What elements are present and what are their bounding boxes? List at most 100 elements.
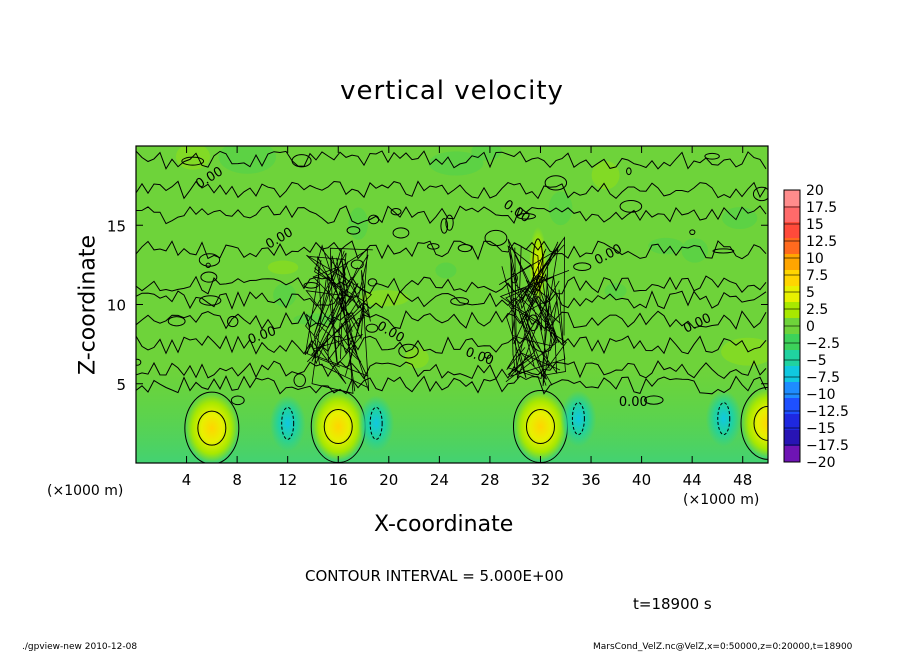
colorbar-label-11: −5: [806, 353, 827, 369]
zero-contour-line-7: [136, 310, 767, 330]
contour-blob: [136, 358, 142, 366]
x-tick-label-4: 4: [182, 471, 192, 489]
colorbar-swatch-12: [784, 366, 800, 382]
y-tick-label-10: 10: [107, 297, 126, 315]
updraft-core-3: [514, 392, 567, 461]
colorbar-swatch-8: [784, 302, 800, 318]
colorbar-label-2: 17.5: [806, 200, 837, 216]
colorbar-label-17: −20: [806, 455, 836, 471]
zero-contour-line-2: [136, 180, 767, 200]
colorbar-swatch-15: [784, 414, 800, 430]
field-patch: [293, 313, 339, 326]
contour-blob: [483, 351, 492, 359]
downdraft-contour-2: [369, 406, 383, 440]
colorbar-swatch-10: [784, 334, 800, 350]
turbulent-contours-2: [498, 236, 570, 387]
colorbar-swatch-11: [784, 350, 800, 366]
x-tick-label-8: 8: [232, 471, 242, 489]
field-patch: [721, 337, 768, 366]
contour-blob: [205, 262, 211, 269]
contour-blob: [198, 253, 221, 267]
downdraft-core-3: [560, 390, 597, 447]
y-axis-label: Z-coordinate: [75, 235, 101, 375]
field-lower-tint: [136, 367, 768, 463]
colorbar-label-14: −12.5: [806, 404, 849, 420]
contour-blob: [752, 186, 768, 202]
contour-blob: [293, 373, 306, 388]
contour-blob: [365, 323, 379, 333]
contour-blob: [167, 316, 186, 327]
field-patch: [681, 238, 708, 263]
colorbar-label-6: 7.5: [806, 268, 828, 284]
contour-blob: [712, 248, 735, 254]
contour-blob: [368, 214, 380, 225]
contour-blob: [457, 243, 473, 253]
turbulent-contours-1: [304, 244, 373, 394]
contour-blob: [626, 167, 632, 176]
contour-blob: [398, 343, 419, 359]
updraft-core-1: [185, 394, 238, 463]
x-unit-label-right: (×1000 m): [683, 492, 760, 508]
contour-blob: [392, 227, 410, 239]
colorbar-label-3: 15: [806, 217, 824, 233]
colorbar-label-16: −17.5: [806, 438, 849, 454]
field-patch: [267, 260, 299, 275]
contour-blob: [199, 295, 222, 306]
colorbar-swatch-1: [784, 190, 800, 206]
zero-contour-line-1: [136, 150, 767, 170]
field-patch: [548, 191, 573, 226]
field-patch: [722, 207, 758, 230]
zero-contour-line-5: [136, 275, 767, 295]
zero-contour-line-8: [136, 335, 767, 355]
field-patch: [648, 237, 684, 255]
field-patch: [360, 289, 409, 307]
updraft-contour-3: [525, 409, 555, 445]
colorbar-swatch-6: [784, 270, 800, 286]
contour-blob: [291, 154, 312, 168]
colorbar-label-5: 10: [806, 251, 824, 267]
contour-interval-label: CONTOUR INTERVAL = 5.000E+00: [305, 567, 564, 585]
colorbar-swatch-13: [784, 382, 800, 398]
field-patch: [435, 262, 457, 279]
chart-title: vertical velocity: [340, 76, 564, 106]
field-patch: [273, 283, 297, 307]
field-patch: [428, 151, 484, 176]
contour-blob: [573, 262, 592, 272]
downdraft-contour-4: [717, 402, 731, 436]
colorbar-label-7: 5: [806, 285, 815, 301]
colorbar-swatch-2: [784, 206, 800, 222]
colorbar-label-1: 20: [806, 183, 824, 199]
contour-blob: [516, 213, 536, 220]
contour-blob: [227, 315, 239, 328]
downdraft-contour-3: [571, 402, 585, 436]
colorbar-swatch-5: [784, 254, 800, 270]
updraft-contour-4: [753, 405, 768, 441]
x-tick-label-40: 40: [632, 471, 651, 489]
x-tick-label-44: 44: [683, 471, 702, 489]
contour-blob: [544, 175, 568, 191]
contour-label-9: 0.00: [619, 395, 648, 410]
contour-blob: [440, 218, 449, 234]
contour-blob: [450, 297, 470, 306]
colorbar-label-4: 12.5: [806, 234, 837, 250]
x-tick-label-32: 32: [531, 471, 550, 489]
zero-contour-line-9: [136, 360, 767, 380]
x-axis-label: X-coordinate: [374, 512, 514, 537]
colorbar-label-12: −7.5: [806, 370, 840, 386]
colorbar-swatch-4: [784, 238, 800, 254]
contour-blob: [619, 200, 643, 213]
field-patch: [404, 348, 429, 369]
downdraft-core-2: [358, 395, 395, 452]
updraft-core-2: [312, 392, 365, 461]
updraft-contour-1: [197, 410, 227, 446]
contour-blob: [200, 271, 218, 283]
contour-blob: [181, 156, 205, 166]
contour-blob: [230, 395, 245, 406]
x-tick-label-48: 48: [733, 471, 752, 489]
zero-contour-line-4: [136, 240, 767, 261]
updraft-core-4: [742, 389, 768, 458]
colorbar-swatch-16: [784, 430, 800, 446]
contour-blob: [390, 208, 402, 216]
